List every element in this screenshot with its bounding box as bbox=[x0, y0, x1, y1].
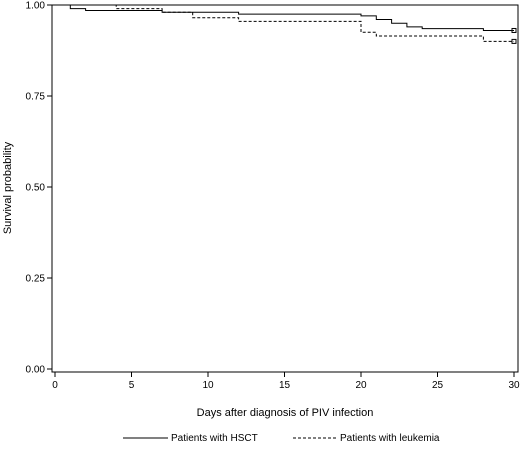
legend: Patients with HSCT Patients with leukemi… bbox=[123, 433, 440, 444]
legend-label-leukemia: Patients with leukemia bbox=[340, 433, 440, 444]
y-tick-label: 0.25 bbox=[26, 274, 46, 285]
censor-mark bbox=[511, 27, 517, 33]
x-tick-label: 25 bbox=[432, 380, 444, 391]
series-line-hsct bbox=[55, 4, 514, 31]
y-tick-label: 0.50 bbox=[26, 183, 46, 194]
y-tick-label: 0.75 bbox=[26, 92, 46, 103]
x-axis: 0 5 10 15 20 25 30 bbox=[52, 372, 520, 391]
legend-label-hsct: Patients with HSCT bbox=[171, 433, 258, 444]
x-tick-label: 20 bbox=[355, 380, 367, 391]
x-tick-label: 0 bbox=[52, 380, 58, 391]
series-line-leukemia bbox=[55, 4, 514, 42]
y-tick-label: 1.00 bbox=[26, 1, 46, 12]
x-tick-label: 5 bbox=[129, 380, 135, 391]
x-tick-label: 30 bbox=[508, 380, 520, 391]
plot-frame bbox=[51, 4, 519, 373]
x-tick-label: 15 bbox=[279, 380, 291, 391]
censor-mark bbox=[511, 38, 517, 44]
y-tick-label: 0.00 bbox=[26, 365, 46, 376]
y-axis: 0.00 0.25 0.50 0.75 1.00 bbox=[26, 1, 52, 376]
x-axis-label: Days after diagnosis of PIV infection bbox=[197, 407, 374, 419]
y-axis-label: Survival probability bbox=[2, 141, 14, 234]
series-layer bbox=[55, 4, 517, 44]
x-tick-label: 10 bbox=[202, 380, 214, 391]
